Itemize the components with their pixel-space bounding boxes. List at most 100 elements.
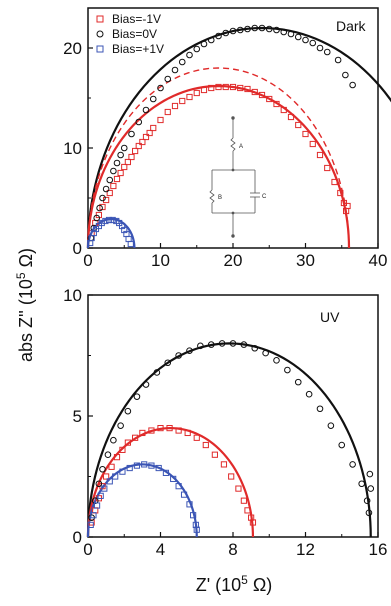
dark-point-black	[106, 176, 114, 184]
uv-point-black	[262, 349, 269, 357]
dark-point-red	[208, 84, 215, 92]
dark-point-red	[295, 121, 302, 129]
dark-point-black	[171, 66, 179, 74]
uv-point-black	[175, 352, 182, 359]
dark-point-red	[316, 151, 324, 159]
dark-point-red	[110, 182, 117, 190]
dark-point-red	[171, 102, 179, 110]
uv-point-blue	[101, 485, 108, 492]
dark-point-black	[186, 51, 193, 59]
dark-fit-curve-black	[86, 26, 391, 249]
dark-point-red	[164, 108, 171, 116]
uv-point-blue	[193, 526, 200, 533]
uv-point-red	[235, 485, 242, 492]
dark-point-red	[222, 83, 229, 91]
x-axis-title-exponent: 5	[241, 573, 248, 587]
dark-x-tick-label: 30	[296, 251, 315, 270]
uv-point-blue	[112, 473, 119, 480]
dark-point-red	[273, 100, 280, 108]
x-axis-title: Z' (105 Ω)	[196, 573, 273, 595]
uv-x-tick-label: 12	[296, 540, 315, 559]
uv-point-black	[294, 378, 302, 386]
uv-point-black	[338, 441, 346, 449]
uv-x-tick-label: 8	[228, 540, 237, 559]
dark-point-blue	[105, 216, 113, 224]
uv-point-black	[197, 342, 204, 350]
dark-point-black	[273, 26, 280, 34]
y-axis-title-main: abs Z'' (10	[16, 279, 36, 362]
dark-point-black	[110, 167, 117, 175]
dark-point-red	[251, 88, 258, 96]
uv-y-tick-label: 10	[63, 286, 82, 305]
dark-point-red	[124, 158, 131, 166]
uv-point-blue	[119, 468, 126, 475]
uv-point-red	[220, 461, 228, 468]
circuit-label-b: B	[218, 195, 222, 201]
uv-point-blue	[148, 462, 155, 469]
dark-point-red	[331, 178, 338, 186]
dark-point-red	[103, 196, 110, 204]
uv-point-blue	[133, 462, 141, 469]
uv-point-blue	[126, 464, 133, 472]
uv-point-red	[119, 446, 126, 453]
uv-point-red	[240, 497, 247, 504]
circuit-label-a: A	[239, 144, 243, 150]
dark-point-red	[324, 164, 331, 172]
dark-panel-fit-curves	[86, 26, 391, 249]
uv-point-red	[193, 434, 200, 441]
dark-point-blue	[127, 240, 134, 248]
dark-x-tick-label: 20	[224, 251, 243, 270]
uv-point-black	[218, 340, 226, 347]
uv-point-red	[211, 451, 218, 458]
circuit-terminal-top-icon	[231, 116, 235, 120]
dark-point-red	[215, 83, 222, 91]
dark-point-black	[323, 48, 331, 56]
legend-marker-black	[96, 30, 104, 38]
dark-y-tick-label: 0	[73, 239, 82, 258]
uv-point-black	[284, 366, 291, 374]
dark-point-red	[121, 163, 128, 171]
dark-point-black	[342, 71, 349, 79]
dark-point-black	[178, 58, 186, 66]
uv-point-black	[207, 341, 215, 348]
uv-panel-data-points	[87, 340, 375, 533]
dark-point-red	[193, 89, 200, 97]
legend-label-red: Bias=-1V	[112, 12, 161, 26]
dark-point-blue	[125, 235, 132, 243]
dark-point-red	[128, 153, 135, 161]
dark-point-black	[149, 95, 157, 103]
uv-point-blue	[90, 512, 97, 519]
uv-point-blue	[162, 469, 170, 476]
dark-point-red	[186, 93, 193, 101]
dark-point-black	[120, 144, 128, 152]
dark-point-black	[207, 36, 215, 44]
dark-point-black	[164, 75, 172, 83]
y-axis-title-exponent: 5	[14, 272, 28, 279]
dark-point-blue	[98, 219, 105, 227]
dark-point-black	[99, 194, 106, 202]
dark-point-black	[251, 24, 259, 32]
dark-point-black	[102, 185, 110, 193]
dark-point-black	[128, 130, 135, 138]
circuit-label-c: C	[262, 194, 267, 200]
uv-point-black	[164, 359, 172, 367]
dark-y-tick-label: 10	[63, 139, 82, 158]
uv-point-black	[240, 341, 248, 348]
dark-point-red	[113, 175, 121, 183]
dark-point-red	[302, 130, 309, 138]
uv-point-black	[133, 393, 141, 400]
uv-point-black	[273, 357, 280, 364]
uv-point-black	[142, 381, 150, 388]
dark-point-red	[344, 202, 351, 210]
uv-point-black	[366, 470, 374, 478]
circuit-node-bottom-icon	[231, 211, 235, 215]
uv-x-tick-label: 4	[156, 540, 165, 559]
dark-point-black	[113, 159, 121, 167]
dark-point-red	[229, 83, 237, 91]
uv-point-red	[139, 429, 146, 437]
dark-fit-curve-blue	[86, 217, 136, 249]
dark-point-black	[117, 151, 124, 159]
y-axis-title-unit: Ω)	[16, 248, 36, 272]
uv-point-black	[305, 390, 313, 398]
